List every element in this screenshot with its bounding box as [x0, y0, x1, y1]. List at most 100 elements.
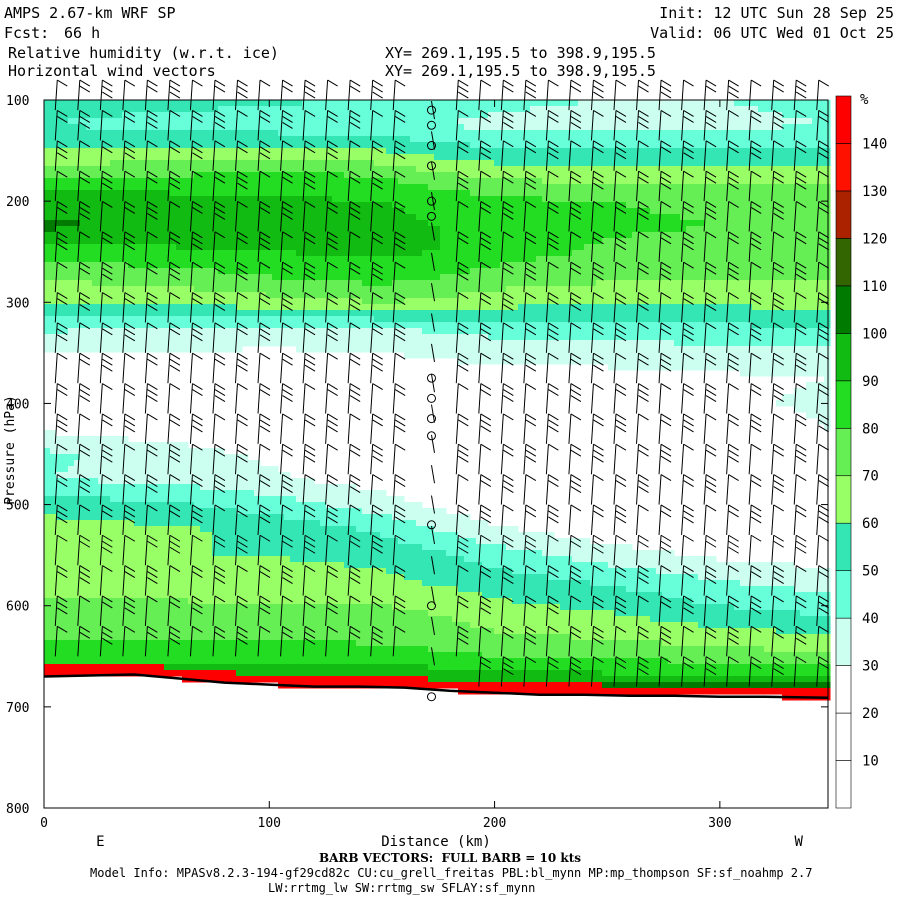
- rh-cell: [110, 106, 117, 113]
- rh-cell: [824, 124, 831, 131]
- rh-cell: [668, 202, 675, 209]
- rh-cell: [578, 316, 585, 323]
- rh-cell: [608, 310, 615, 317]
- rh-cell: [218, 292, 225, 299]
- rh-cell: [518, 280, 525, 287]
- rh-cell: [518, 106, 525, 113]
- rh-cell: [308, 130, 315, 137]
- rh-cell: [650, 142, 657, 149]
- rh-cell: [344, 214, 351, 221]
- rh-cell: [722, 280, 729, 287]
- rh-cell: [380, 124, 387, 131]
- rh-cell: [140, 220, 147, 227]
- rh-cell: [608, 142, 615, 149]
- rh-cell: [86, 232, 93, 239]
- rh-cell: [248, 142, 255, 149]
- rh-cell: [512, 286, 519, 293]
- rh-cell: [602, 238, 609, 245]
- rh-cell: [530, 190, 537, 197]
- rh-cell: [200, 208, 207, 215]
- rh-cell: [548, 220, 555, 227]
- rh-cell: [680, 256, 687, 263]
- rh-cell: [800, 118, 807, 125]
- rh-cell: [260, 286, 267, 293]
- rh-cell: [626, 232, 633, 239]
- rh-cell: [518, 304, 525, 311]
- rh-cell: [584, 298, 591, 305]
- rh-cell: [206, 256, 213, 263]
- rh-cell: [236, 286, 243, 293]
- rh-cell: [308, 118, 315, 125]
- rh-cell: [626, 160, 633, 167]
- rh-cell: [536, 310, 543, 317]
- rh-cell: [56, 106, 63, 113]
- rh-cell: [62, 202, 69, 209]
- rh-cell: [674, 208, 681, 215]
- rh-cell: [632, 238, 639, 245]
- rh-cell: [464, 160, 471, 167]
- rh-cell: [92, 316, 99, 323]
- rh-cell: [326, 184, 333, 191]
- rh-cell: [362, 130, 369, 137]
- rh-cell: [818, 142, 825, 149]
- rh-cell: [494, 292, 501, 299]
- rh-cell: [494, 136, 501, 143]
- rh-cell: [278, 106, 285, 113]
- rh-cell: [614, 256, 621, 263]
- rh-cell: [572, 106, 579, 113]
- rh-cell: [626, 208, 633, 215]
- rh-cell: [692, 256, 699, 263]
- rh-cell: [134, 238, 141, 245]
- rh-cell: [716, 268, 723, 275]
- rh-cell: [668, 304, 675, 311]
- rh-cell: [260, 268, 267, 275]
- rh-cell: [278, 286, 285, 293]
- rh-cell: [530, 130, 537, 137]
- rh-cell: [650, 268, 657, 275]
- rh-cell: [182, 136, 189, 143]
- rh-cell: [782, 124, 789, 131]
- rh-cell: [206, 238, 213, 245]
- rh-cell: [470, 310, 477, 317]
- rh-cell: [416, 316, 423, 323]
- rh-cell: [524, 160, 531, 167]
- rh-cell: [86, 208, 93, 215]
- rh-cell: [50, 166, 57, 173]
- rh-cell: [680, 160, 687, 167]
- rh-cell: [530, 310, 537, 317]
- rh-cell: [194, 136, 201, 143]
- rh-cell: [314, 304, 321, 311]
- rh-cell: [308, 100, 315, 107]
- rh-cell: [140, 262, 147, 269]
- rh-cell: [302, 238, 309, 245]
- rh-cell: [386, 160, 393, 167]
- rh-cell: [530, 262, 537, 269]
- rh-cell: [116, 298, 123, 305]
- rh-cell: [152, 232, 159, 239]
- rh-cell: [560, 100, 567, 107]
- rh-cell: [410, 232, 417, 239]
- rh-cell: [200, 292, 207, 299]
- rh-cell: [248, 310, 255, 317]
- rh-cell: [464, 238, 471, 245]
- rh-cell: [692, 220, 699, 227]
- rh-cell: [224, 250, 231, 257]
- rh-cell: [98, 136, 105, 143]
- rh-cell: [524, 298, 531, 305]
- rh-cell: [638, 232, 645, 239]
- rh-cell: [734, 274, 741, 281]
- rh-cell: [668, 244, 675, 251]
- rh-cell: [446, 166, 453, 173]
- rh-cell: [260, 100, 267, 107]
- rh-cell: [236, 244, 243, 251]
- rh-cell: [380, 292, 387, 299]
- rh-cell: [482, 106, 489, 113]
- rh-cell: [80, 100, 87, 107]
- rh-cell: [50, 190, 57, 197]
- rh-cell: [188, 256, 195, 263]
- rh-cell: [794, 250, 801, 257]
- rh-cell: [680, 124, 687, 131]
- rh-cell: [260, 208, 267, 215]
- rh-cell: [584, 238, 591, 245]
- rh-cell: [290, 184, 297, 191]
